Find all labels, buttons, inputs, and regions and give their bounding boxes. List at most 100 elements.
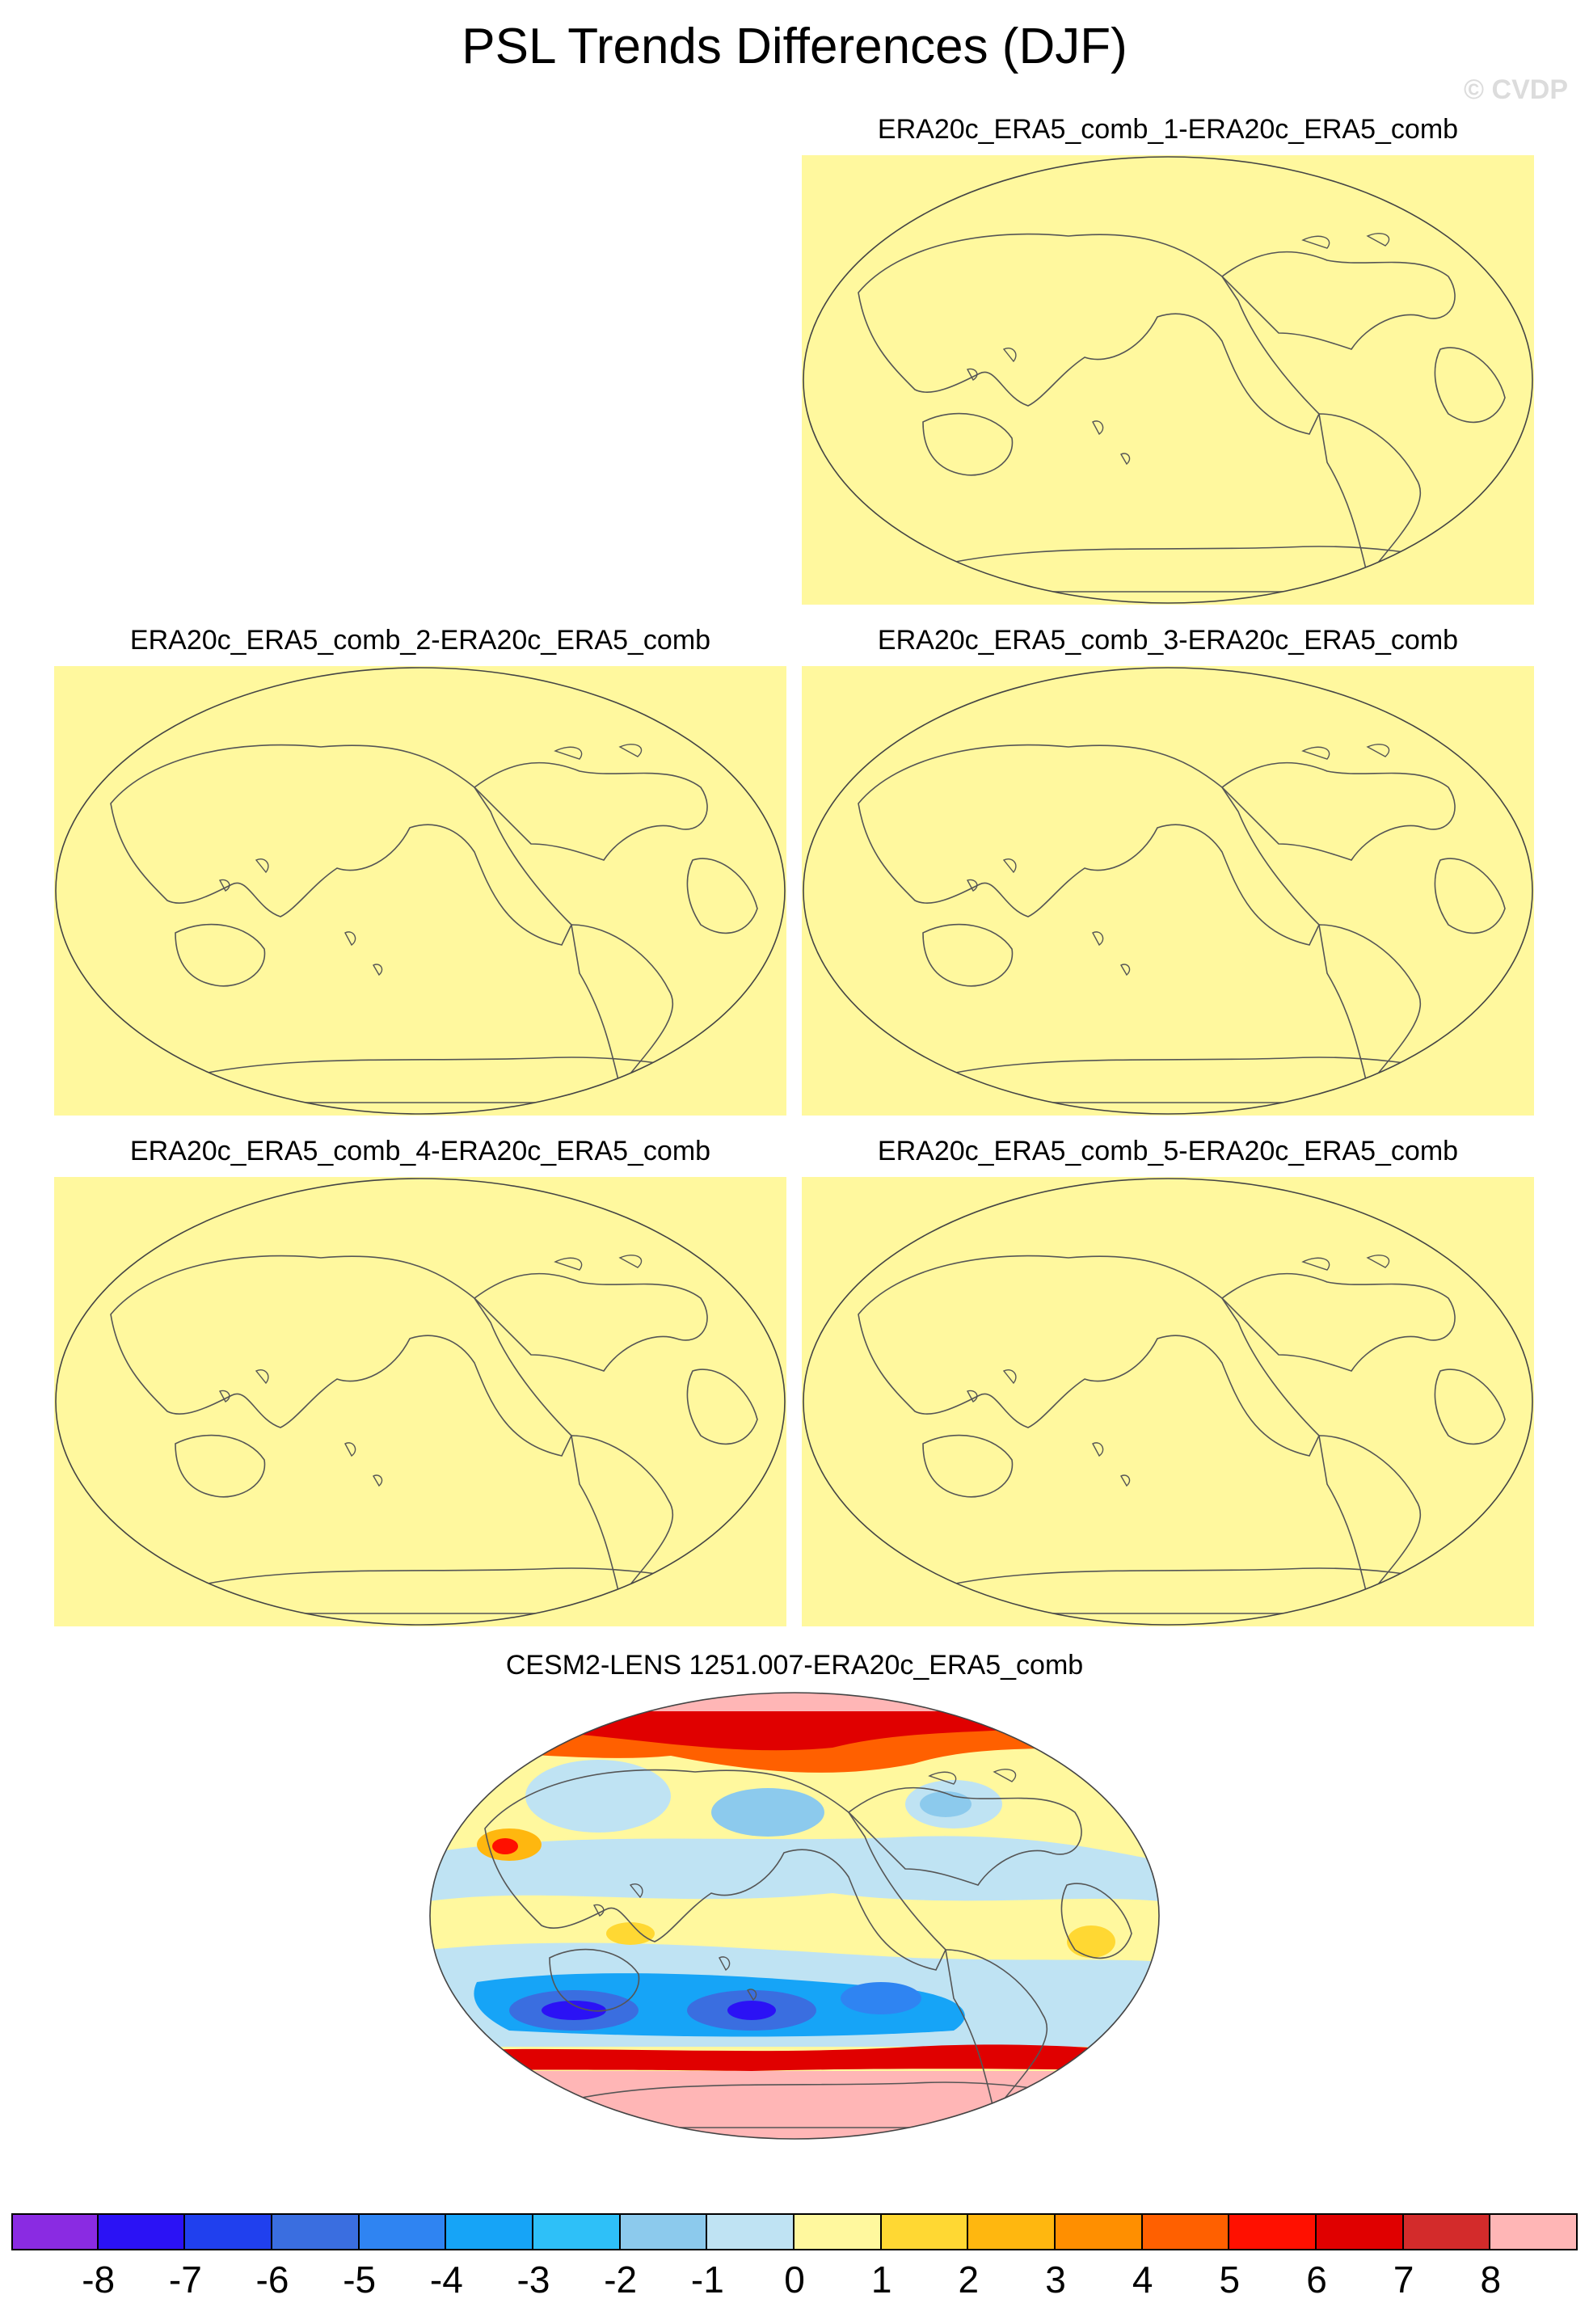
coastline-island <box>1092 1442 1104 1457</box>
colorbar-swatch <box>620 2213 708 2250</box>
field-blob <box>542 2001 606 2020</box>
panel-title: ERA20c_ERA5_comb_2-ERA20c_ERA5_comb <box>129 625 711 656</box>
colorbar-tick-label: 3 <box>1045 2259 1066 2301</box>
coastline <box>1220 1272 1456 1372</box>
map-background <box>54 1177 786 1626</box>
coastline-island <box>554 746 583 760</box>
coastline <box>571 1435 673 1599</box>
field-blob <box>727 2001 776 2020</box>
field-band <box>509 1693 1075 1711</box>
coastline-island <box>1120 453 1131 466</box>
map-panel-3: ERA20c_ERA5_comb_3-ERA20c_ERA5_comb <box>802 624 1534 1116</box>
map-plot <box>802 1177 1534 1626</box>
coastline-island <box>255 858 269 874</box>
colorbar <box>11 2213 1578 2250</box>
coastline <box>1060 1883 1132 1959</box>
colorbar-swatch <box>446 2213 533 2250</box>
coastline <box>110 1255 572 1457</box>
coastline <box>1318 1435 1421 1599</box>
colorbar-swatch <box>794 2213 882 2250</box>
map-plot <box>802 666 1534 1116</box>
map-content <box>110 744 758 1103</box>
map-panel-2: ERA20c_ERA5_comb_2-ERA20c_ERA5_comb <box>54 624 786 1116</box>
field-blob <box>1067 1925 1115 1958</box>
coastline <box>473 1272 708 1372</box>
coastline <box>945 1949 1047 2113</box>
coastline <box>858 1255 1320 1457</box>
map-panel-1: ERA20c_ERA5_comb_1-ERA20c_ERA5_comb <box>802 113 1534 605</box>
coastline <box>1434 858 1506 934</box>
colorbar-swatch <box>1403 2213 1491 2250</box>
coastline-island <box>1366 1255 1390 1268</box>
colorbar-swatch <box>185 2213 272 2250</box>
map-background <box>802 1177 1534 1626</box>
cvdp-watermark: © CVDP <box>1464 74 1568 105</box>
coastline-island <box>1301 746 1330 760</box>
panel-title: ERA20c_ERA5_comb_5-ERA20c_ERA5_comb <box>877 1136 1459 1166</box>
colorbar-swatch <box>881 2213 969 2250</box>
field-blob <box>492 1838 518 1854</box>
coastline <box>549 1948 640 2012</box>
coastline-island <box>218 879 230 892</box>
colorbar-tick-label: 1 <box>870 2259 892 2301</box>
field-blob <box>711 1788 824 1837</box>
panel-title: ERA20c_ERA5_comb_3-ERA20c_ERA5_comb <box>877 625 1459 656</box>
coastline <box>686 858 758 934</box>
coastline <box>858 744 1320 946</box>
field-blob <box>841 1982 921 2014</box>
map-outline <box>55 667 786 1115</box>
colorbar-tick-label: 7 <box>1393 2259 1414 2301</box>
coastline-island <box>373 964 383 976</box>
map-background <box>802 666 1534 1116</box>
map-background <box>54 666 786 1116</box>
colorbar-tick-label: 0 <box>784 2259 805 2301</box>
map-outline <box>803 667 1533 1115</box>
coastline-island <box>719 1956 731 1972</box>
colorbar-tick-label: -8 <box>82 2259 116 2301</box>
panel-title: ERA20c_ERA5_comb_4-ERA20c_ERA5_comb <box>129 1136 711 1166</box>
panel-title: CESM2-LENS 1251.007-ERA20c_ERA5_comb <box>505 1650 1084 1681</box>
coastline-island <box>218 1390 230 1402</box>
colorbar-tick-label: -7 <box>168 2259 202 2301</box>
coastline-island <box>629 1883 643 1899</box>
coastline-island <box>966 1390 978 1402</box>
coastline <box>922 412 1014 476</box>
colorbar-swatch <box>533 2213 621 2250</box>
colorbar-tick-label: 5 <box>1219 2259 1241 2301</box>
coastline <box>922 923 1014 987</box>
colorbar-tick-label: 4 <box>1132 2259 1153 2301</box>
colorbar-swatch <box>1229 2213 1317 2250</box>
colorbar-tick-label: 8 <box>1480 2259 1502 2301</box>
coastline <box>110 744 572 946</box>
coastline-island <box>618 1255 643 1268</box>
coastline <box>175 923 266 987</box>
map-panel-cesm2: CESM2-LENS 1251.007-ERA20c_ERA5_comb <box>428 1649 1161 2141</box>
map-content <box>430 1693 1159 2139</box>
coastline <box>922 1434 1014 1498</box>
coastline <box>1220 251 1456 350</box>
coastline-island <box>1366 744 1390 757</box>
coastline-island <box>618 744 643 757</box>
colorbar-swatch <box>968 2213 1056 2250</box>
map-panel-4: ERA20c_ERA5_comb_4-ERA20c_ERA5_comb <box>54 1135 786 1626</box>
field-blob <box>920 1791 972 1817</box>
figure-title: PSL Trends Differences (DJF) <box>462 19 1127 74</box>
coastline-island <box>1301 235 1330 249</box>
map-plot <box>802 155 1534 605</box>
colorbar-swatch <box>1317 2213 1404 2250</box>
colorbar-tick-label: -1 <box>690 2259 724 2301</box>
colorbar-tick-label: 2 <box>958 2259 980 2301</box>
colorbar-tick-label: -4 <box>429 2259 463 2301</box>
colorbar-swatch <box>1142 2213 1230 2250</box>
coastline-island <box>966 368 978 381</box>
map-outline <box>803 156 1533 604</box>
map-background <box>802 155 1534 605</box>
coastline-island <box>1301 1257 1330 1271</box>
map-plot <box>429 1692 1160 2140</box>
coastline-island <box>1120 964 1131 976</box>
colorbar-swatch <box>707 2213 794 2250</box>
colorbar-swatch <box>272 2213 360 2250</box>
colorbar-swatch <box>359 2213 447 2250</box>
panel-title: ERA20c_ERA5_comb_1-ERA20c_ERA5_comb <box>877 114 1459 145</box>
colorbar-swatch <box>11 2213 99 2250</box>
